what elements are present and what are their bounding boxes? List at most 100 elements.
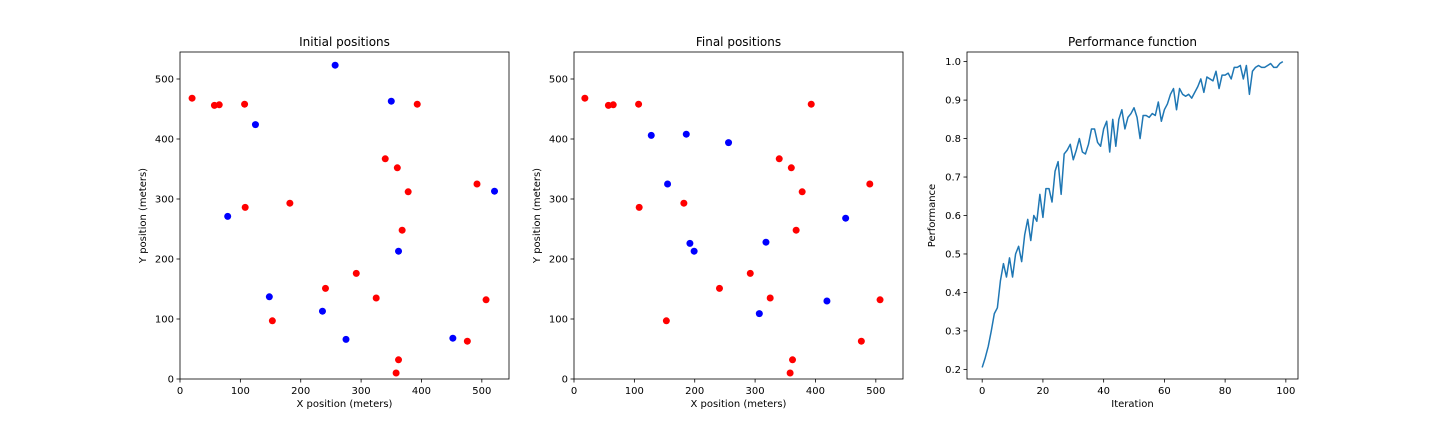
y-tick-label: 0.3 (945, 326, 961, 337)
final-positions-chart: Final positions 0 100 200 300 400 500 0 100 200 30… (532, 35, 904, 410)
data-point (842, 214, 850, 222)
x-tick-label: 20 (1037, 386, 1050, 397)
y-tick-label: 1.0 (945, 57, 961, 68)
y-tick-label: 0.8 (945, 134, 961, 145)
data-point (715, 284, 723, 292)
data-point (766, 294, 774, 302)
chart-title: Performance function (1068, 35, 1197, 49)
data-point (398, 226, 406, 234)
x-axis-label: Iteration (1111, 399, 1153, 410)
x-tick-label: 0 (571, 386, 577, 397)
data-point (664, 180, 672, 188)
data-point (690, 247, 698, 255)
data-point (265, 293, 273, 301)
y-tick-label: 400 (549, 135, 568, 146)
x-tick-label: 60 (1158, 386, 1171, 397)
y-tick-label: 300 (155, 195, 174, 206)
data-point (635, 100, 643, 108)
data-point (268, 317, 276, 325)
data-point (188, 94, 196, 102)
data-point (609, 101, 617, 109)
y-tick-label: 100 (155, 315, 174, 326)
data-point (342, 335, 350, 343)
data-point (352, 269, 360, 277)
data-point (746, 269, 754, 277)
plot-frame (573, 51, 904, 380)
data-point (581, 94, 589, 102)
data-point (786, 369, 794, 377)
data-point (393, 164, 401, 172)
data-point (876, 296, 884, 304)
data-point (725, 139, 733, 147)
x-tick-label: 0 (979, 386, 985, 397)
x-axis-label: X position (meters) (691, 399, 787, 410)
data-point (787, 164, 795, 172)
y-tick-label: 0.4 (945, 288, 961, 299)
data-point (449, 334, 457, 342)
x-tick-label: 200 (291, 386, 310, 397)
data-point (286, 199, 294, 207)
data-point (395, 356, 403, 364)
data-point (792, 226, 800, 234)
data-point (463, 337, 471, 345)
x-tick-label: 300 (352, 386, 371, 397)
data-point (807, 100, 815, 108)
performance-function-chart: Performance function 0 20 40 60 80 100 0.2 0.3 0.… (927, 35, 1299, 410)
data-point (395, 247, 403, 255)
data-point (331, 61, 339, 69)
x-axis-label: X position (meters) (297, 399, 393, 410)
data-point (866, 180, 874, 188)
chart-title: Final positions (696, 35, 781, 49)
chart-title: Initial positions (299, 35, 390, 49)
data-point (372, 294, 380, 302)
x-tick-label: 80 (1219, 386, 1232, 397)
y-tick-label: 0.9 (945, 96, 961, 107)
data-point (482, 296, 490, 304)
data-point (321, 284, 329, 292)
x-tick-label: 0 (177, 386, 183, 397)
y-tick-label: 400 (155, 135, 174, 146)
data-point (241, 100, 249, 108)
x-tick-label: 500 (866, 386, 885, 397)
data-point (857, 337, 865, 345)
y-tick-label: 500 (549, 75, 568, 86)
y-tick-label: 200 (155, 255, 174, 266)
data-point (241, 203, 249, 211)
data-point (762, 238, 770, 246)
x-tick-label: 40 (1097, 386, 1110, 397)
x-tick-label: 100 (625, 386, 644, 397)
series-line (981, 60, 1284, 368)
data-point (635, 203, 643, 211)
data-point (775, 155, 783, 163)
data-point (413, 100, 421, 108)
y-tick-label: 0.2 (945, 365, 961, 376)
x-tick-label: 200 (685, 386, 704, 397)
x-tick-label: 500 (472, 386, 491, 397)
data-point (404, 188, 412, 196)
data-point (381, 155, 389, 163)
x-tick-label: 100 (1276, 386, 1295, 397)
data-point (491, 187, 499, 195)
data-point (647, 131, 655, 139)
initial-positions-chart: Initial positions 0 100 200 300 400 500 0 100 200… (138, 35, 510, 410)
data-point (251, 121, 259, 129)
y-tick-label: 100 (549, 315, 568, 326)
y-tick-label: 0 (562, 375, 568, 386)
y-tick-label: 0.5 (945, 249, 961, 260)
x-tick-label: 400 (412, 386, 431, 397)
data-point (318, 307, 326, 315)
data-point (392, 369, 400, 377)
data-point (798, 188, 806, 196)
y-axis-label: Performance (927, 184, 938, 247)
y-tick-label: 0.7 (945, 173, 961, 184)
y-tick-label: 200 (549, 255, 568, 266)
y-tick-label: 500 (155, 75, 174, 86)
data-point (789, 356, 797, 364)
data-point (682, 130, 690, 138)
data-point (755, 310, 763, 318)
data-point (823, 297, 831, 305)
data-point (680, 199, 688, 207)
y-tick-label: 0.6 (945, 211, 961, 222)
y-tick-label: 0 (168, 375, 174, 386)
